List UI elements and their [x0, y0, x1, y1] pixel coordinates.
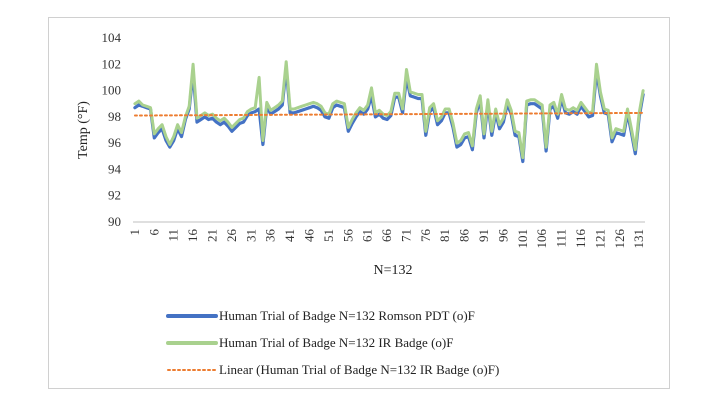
y-tick-label: 104 [102, 30, 122, 45]
x-tick-label: 96 [495, 229, 510, 243]
legend: Human Trial of Badge N=132 Romson PDT (o… [166, 308, 499, 377]
y-tick-label: 92 [108, 188, 121, 203]
x-tick-label: 71 [398, 229, 413, 242]
x-tick-label: 101 [515, 229, 530, 249]
legend-item-ir-badge: Human Trial of Badge N=132 IR Badge (o)F [166, 335, 453, 350]
x-tick-label: 111 [554, 229, 569, 248]
chart-frame: Temp (°F) 90 92 94 96 98 100 102 104 1 6 11 16 21 26… [48, 17, 670, 389]
legend-label: Human Trial of Badge N=132 Romson PDT (o… [219, 308, 475, 323]
trendline-linear-ir-badge [133, 111, 645, 117]
x-tick-label: 1 [127, 229, 142, 236]
y-tick-label: 96 [108, 135, 122, 150]
x-tick-labels: 1 6 11 16 21 26 31 36 41 46 51 56 61 66 71 76 81 86 91 96 10… [127, 229, 646, 249]
x-tick-label: 91 [476, 229, 491, 242]
x-tick-label: 31 [243, 229, 258, 242]
x-tick-label: 131 [631, 229, 646, 249]
series-layer [133, 60, 645, 164]
x-tick-label: 16 [185, 229, 200, 243]
x-tick-label: 56 [340, 229, 355, 243]
x-tick-label: 21 [205, 229, 220, 242]
y-tick-label: 100 [102, 83, 122, 98]
legend-label: Human Trial of Badge N=132 IR Badge (o)F [219, 335, 453, 350]
x-tick-label: 36 [263, 229, 278, 243]
series-line-ir-badge [133, 60, 645, 160]
x-tick-label: 126 [612, 229, 627, 249]
legend-item-trendline: Linear (Human Trial of Badge N=132 IR Ba… [167, 362, 499, 377]
legend-label: Linear (Human Trial of Badge N=132 IR Ba… [219, 362, 499, 377]
x-tick-label: 66 [379, 229, 394, 243]
x-tick-label: 26 [224, 229, 239, 243]
y-tick-label: 102 [102, 56, 122, 71]
legend-item-romson-pdt: Human Trial of Badge N=132 Romson PDT (o… [166, 308, 475, 323]
x-tick-label: 121 [592, 229, 607, 249]
x-tick-label: 106 [534, 229, 549, 249]
x-tick-label: 6 [146, 229, 161, 236]
x-tick-label: 76 [418, 229, 433, 243]
x-tick-label: 116 [573, 229, 588, 249]
x-tick-label: 41 [282, 229, 297, 242]
y-tick-label: 90 [108, 214, 121, 229]
y-axis-title-text: Temp (°F) [76, 101, 91, 159]
x-tick-label: 51 [321, 229, 336, 242]
x-tick-label: 81 [437, 229, 452, 242]
x-tick-label: 61 [360, 229, 375, 242]
y-axis-title: Temp (°F) [76, 101, 91, 159]
x-axis-title: N=132 [373, 263, 412, 278]
x-tick-label: 11 [166, 229, 181, 242]
x-tick-label: 46 [301, 229, 316, 243]
x-tick-label: 86 [457, 229, 472, 243]
y-tick-label: 94 [108, 161, 122, 176]
y-tick-label: 98 [108, 109, 121, 124]
y-tick-labels: 90 92 94 96 98 100 102 104 [102, 30, 122, 229]
